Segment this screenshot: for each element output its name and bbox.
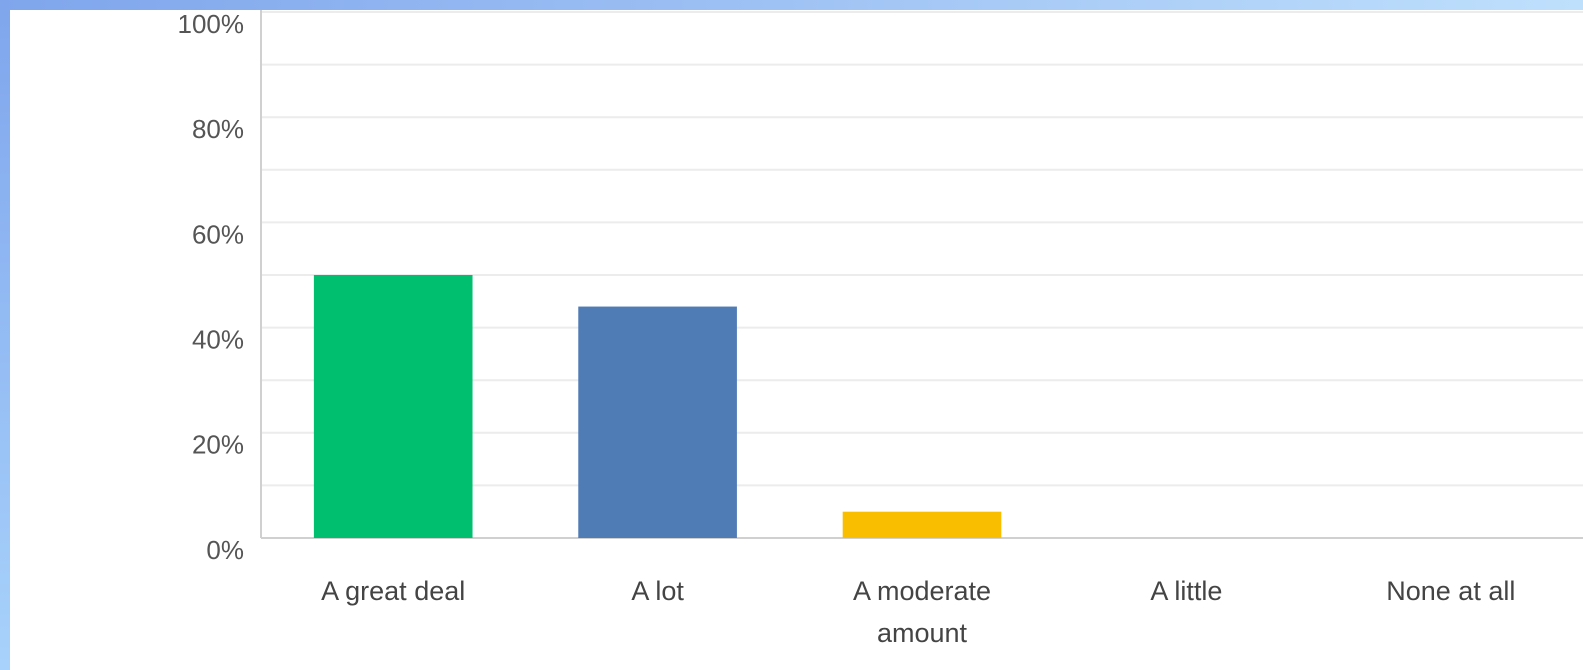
y-tick-label: 80% (192, 114, 244, 144)
y-tick-label: 60% (192, 219, 244, 249)
bar (842, 511, 1002, 538)
x-tick-label: None at all (1386, 576, 1516, 606)
bar (313, 275, 473, 538)
x-tick-label: A little (1150, 576, 1223, 606)
bar (578, 306, 737, 538)
x-tick-label: A moderate amount (852, 576, 992, 648)
chart: 0% 20% 40% 60% 80% 100% (178, 10, 1583, 565)
y-tick-label: 100% (178, 10, 245, 39)
y-tick-label: 40% (192, 324, 244, 354)
chart-panel: 0% 20% 40% 60% 80% 100% A great deal A lot A mo… (10, 10, 1583, 670)
y-tick-label: 0% (206, 535, 244, 565)
window-border (0, 0, 1583, 10)
x-tick-label: A great deal (321, 576, 466, 606)
x-tick-label: A lot (631, 576, 684, 606)
y-tick-label: 20% (192, 430, 244, 460)
